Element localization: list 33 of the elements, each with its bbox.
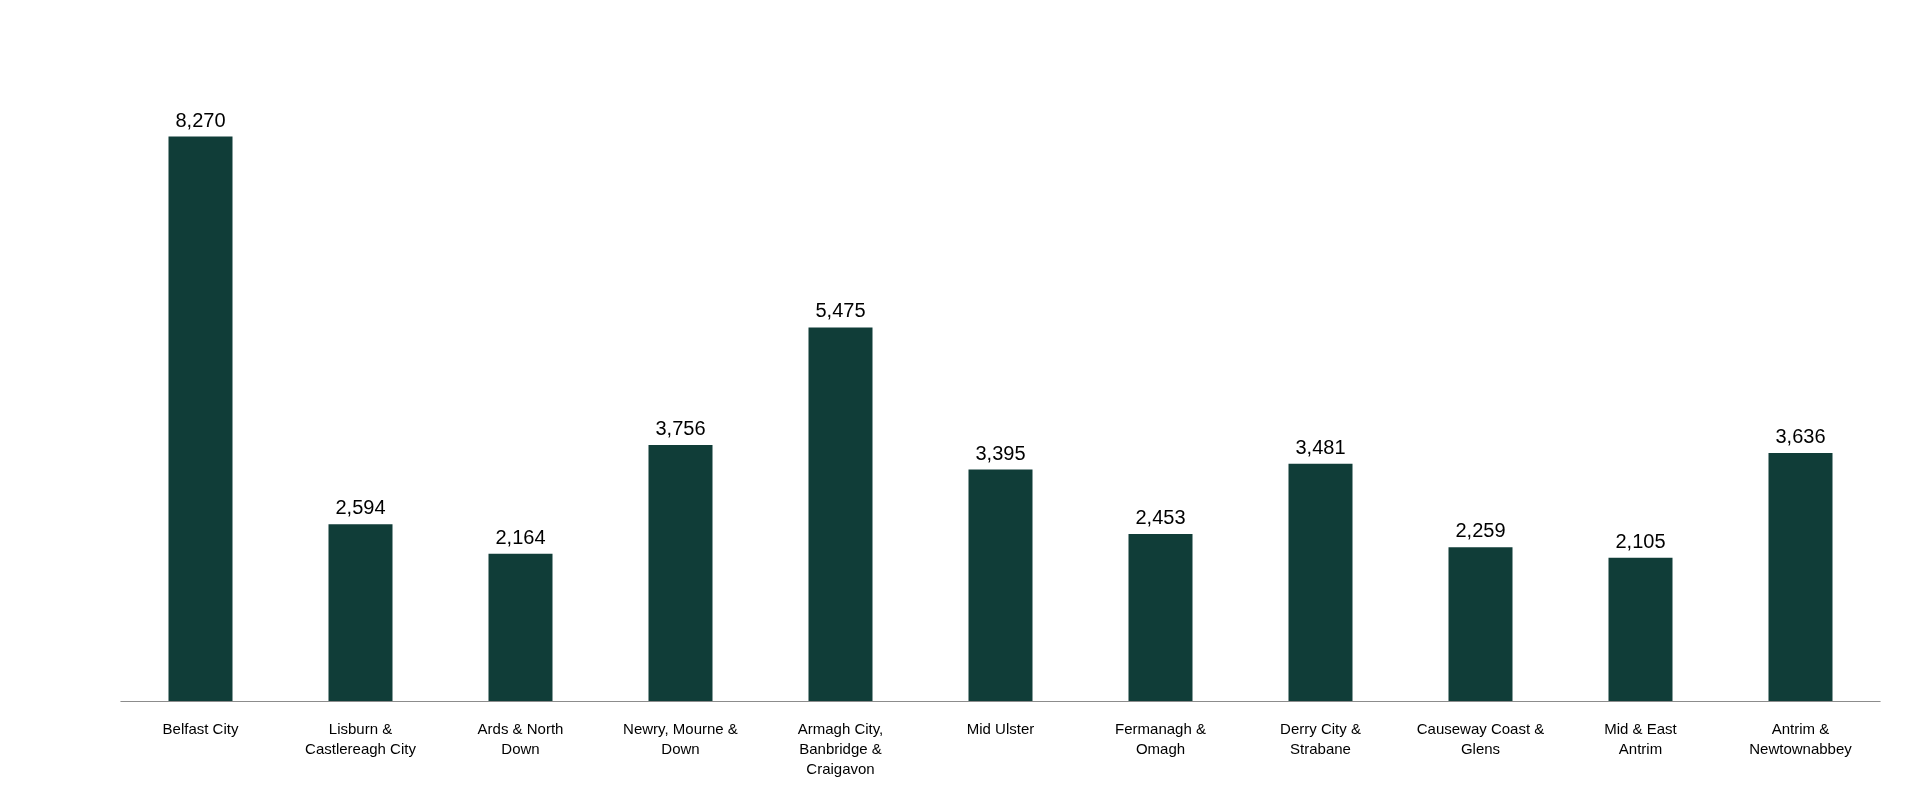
x-tick-label: Lisburn & Castlereagh City — [305, 719, 417, 757]
data-label: 2,105 — [1615, 529, 1666, 552]
data-label: 2,453 — [1135, 505, 1186, 528]
data-label: 2,594 — [335, 496, 386, 519]
bar — [1608, 557, 1673, 702]
x-tick-label: Armagh City, Banbridge & Craigavon — [797, 719, 884, 778]
data-label: 8,270 — [175, 108, 226, 131]
bar — [168, 136, 233, 702]
data-label: 3,636 — [1775, 425, 1826, 448]
data-label: 2,164 — [495, 525, 546, 548]
data-label: 3,756 — [655, 416, 706, 439]
x-tick-label: Ards & North Down — [477, 719, 564, 757]
x-tick-label: Belfast City — [162, 719, 239, 737]
bar — [808, 327, 873, 702]
data-label: 2,259 — [1455, 519, 1506, 542]
x-tick-label: Fermanagh & Omagh — [1115, 719, 1206, 757]
bar — [1128, 533, 1193, 702]
x-tick-label: Newry, Mourne & Down — [623, 719, 738, 757]
x-tick-label: Causeway Coast & Glens — [1416, 719, 1545, 757]
x-tick-label: Derry City & Strabane — [1280, 719, 1361, 757]
x-tick-label: Antrim & Newtownabbey — [1749, 719, 1853, 757]
bar — [1448, 547, 1513, 702]
data-label: 3,481 — [1295, 435, 1346, 458]
x-tick-label: Mid & East Antrim — [1604, 719, 1678, 757]
bar — [488, 553, 553, 702]
data-label: 5,475 — [815, 299, 866, 322]
bar — [1288, 463, 1353, 702]
bar — [968, 469, 1033, 702]
x-tick-label: Mid Ulster — [966, 719, 1035, 737]
bar — [1768, 453, 1833, 702]
bar — [328, 524, 393, 702]
bar — [648, 444, 713, 702]
data-label: 3,395 — [975, 441, 1026, 464]
